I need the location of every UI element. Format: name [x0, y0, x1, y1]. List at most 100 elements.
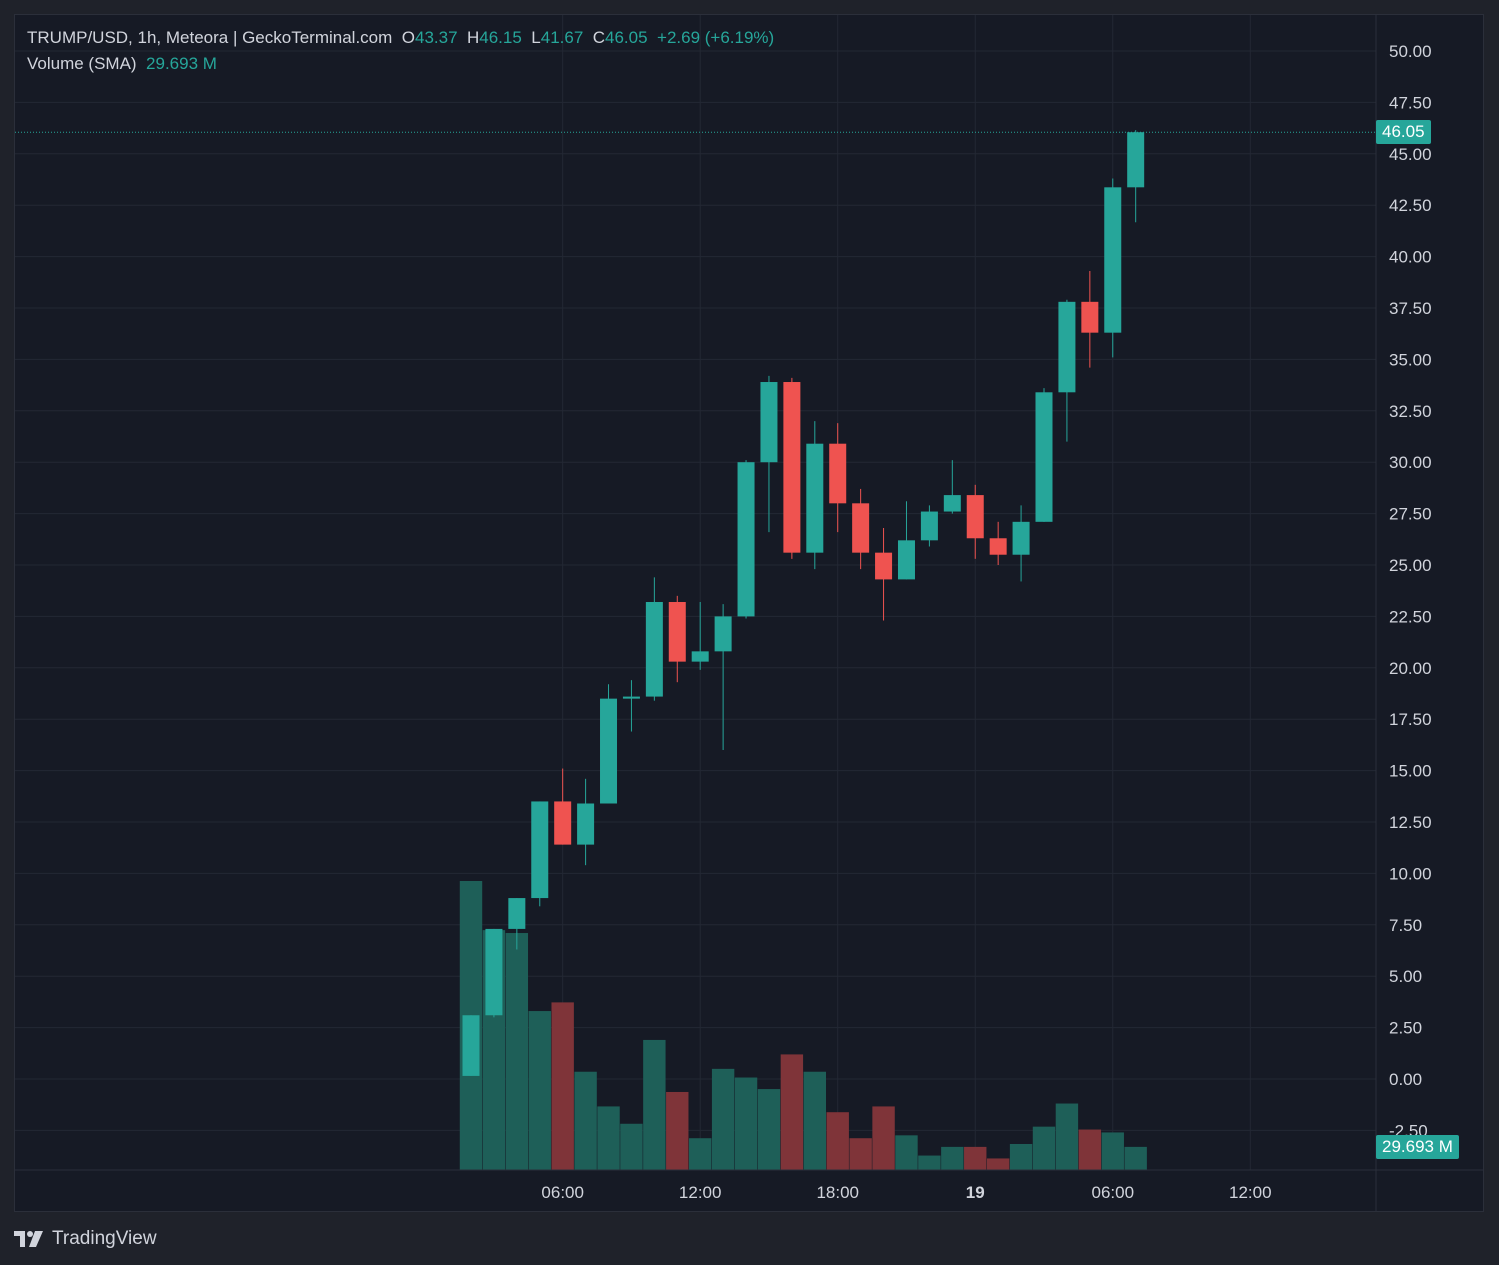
candle — [829, 423, 847, 533]
grid — [15, 15, 1376, 1170]
open-label: O — [401, 28, 415, 47]
volume-bar — [551, 1002, 574, 1170]
candle — [966, 484, 984, 559]
volume-bar — [620, 1123, 643, 1170]
candle — [806, 421, 824, 570]
candle-body — [989, 538, 1007, 555]
volume-bar — [528, 1011, 551, 1170]
candle-body — [1012, 521, 1030, 555]
candle — [989, 521, 1007, 565]
candle — [1127, 130, 1145, 223]
close-label: C — [592, 28, 606, 47]
candle-body — [875, 552, 893, 580]
candle-body — [531, 801, 549, 899]
y-tick-label: 50.00 — [1389, 42, 1432, 61]
candle-body — [1058, 301, 1076, 393]
candle — [600, 684, 618, 804]
volume-bar — [574, 1071, 597, 1170]
candle-body — [622, 696, 640, 699]
volume-bar — [505, 933, 529, 1170]
candle-body — [897, 540, 915, 580]
low-value: 41.67 — [540, 28, 584, 47]
candle-body — [1127, 132, 1145, 188]
y-tick-label: 27.50 — [1389, 505, 1432, 524]
candle-body — [966, 495, 984, 539]
x-tick-label: 06:00 — [1091, 1183, 1134, 1202]
candle-body — [508, 898, 526, 929]
tradingview-logo[interactable]: TradingView — [14, 1228, 157, 1250]
y-tick-label: 30.00 — [1389, 453, 1432, 472]
candle-body — [829, 443, 847, 504]
volume-bar — [1009, 1143, 1033, 1170]
candle-body — [668, 602, 686, 662]
brand-name: TradingView — [52, 1228, 157, 1249]
candle — [668, 595, 686, 683]
candle — [1104, 178, 1122, 358]
candle — [1035, 388, 1053, 522]
volume-bar — [757, 1089, 781, 1170]
volume-bar — [711, 1068, 735, 1170]
candle — [783, 377, 801, 559]
last-price-tag: 46.05 — [1376, 120, 1431, 144]
candle-body — [760, 382, 778, 463]
candle — [1012, 505, 1030, 582]
candle-body — [943, 495, 961, 512]
volume-bar — [1055, 1103, 1079, 1170]
y-tick-label: 25.00 — [1389, 556, 1432, 575]
volume-bar — [1078, 1129, 1102, 1170]
candles — [462, 130, 1145, 1076]
candle — [508, 898, 526, 950]
axes: 50.00 47.50 45.00 42.50 40.00 37.50 35.00 32.50… — [15, 15, 1484, 1211]
volume-bar — [666, 1091, 689, 1170]
y-tick-label: 20.00 — [1389, 659, 1432, 678]
volume-bar — [643, 1039, 666, 1170]
volume-bar — [1032, 1126, 1056, 1170]
candle-body — [691, 651, 709, 662]
candle-body — [737, 462, 755, 617]
volume-bar — [826, 1112, 849, 1170]
candle — [1081, 270, 1099, 368]
volume-bar — [689, 1138, 712, 1170]
volume-bar — [895, 1135, 918, 1170]
candle — [760, 375, 778, 533]
change-value: +2.69 (+6.19%) — [657, 28, 775, 47]
last-volume-tag: 29.693 M — [1376, 1135, 1459, 1159]
x-tick-label: 19 — [966, 1183, 985, 1202]
volume-bar — [986, 1158, 1010, 1170]
y-tick-label: 0.00 — [1389, 1070, 1422, 1089]
volume-bar — [734, 1077, 758, 1170]
candle — [531, 801, 549, 907]
volume-bar — [803, 1071, 826, 1170]
high-label: H — [466, 28, 480, 47]
candle — [691, 602, 709, 670]
volume-bar — [597, 1106, 620, 1170]
candle-body — [554, 801, 572, 845]
close-value: 46.05 — [605, 28, 648, 47]
candle — [943, 460, 961, 514]
y-tick-label: 2.50 — [1389, 1019, 1422, 1038]
symbol-title: TRUMP/USD, 1h, Meteora | GeckoTerminal.c… — [27, 28, 393, 47]
candle-body — [1035, 392, 1053, 522]
candle-body — [714, 616, 732, 652]
x-tick-label: 12:00 — [679, 1183, 722, 1202]
volume-bar — [918, 1155, 941, 1170]
ohlc-legend: TRUMP/USD, 1h, Meteora | GeckoTerminal.c… — [27, 28, 774, 48]
volume-bar — [941, 1146, 964, 1170]
candle — [485, 928, 503, 1018]
volume-label: Volume (SMA) — [27, 54, 137, 73]
y-tick-label: 7.50 — [1389, 916, 1422, 935]
y-tick-label: 37.50 — [1389, 299, 1432, 318]
candle-body — [920, 511, 938, 541]
candle-body — [577, 803, 595, 845]
x-tick-label: 06:00 — [541, 1183, 584, 1202]
y-tick-label: 5.00 — [1389, 967, 1422, 986]
candle-body — [600, 698, 618, 804]
y-tick-label: 45.00 — [1389, 145, 1432, 164]
volume-bar — [849, 1138, 872, 1170]
y-tick-label: 42.50 — [1389, 196, 1432, 215]
y-tick-label: 12.50 — [1389, 813, 1432, 832]
tradingview-icon — [14, 1231, 43, 1247]
candle — [714, 604, 732, 751]
candle-body — [645, 602, 663, 697]
